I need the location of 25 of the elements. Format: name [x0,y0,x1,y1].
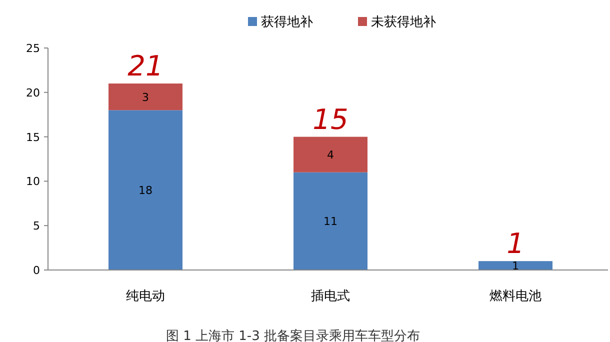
y-tick-label: 10 [26,175,40,188]
y-tick-label: 20 [26,86,40,100]
bar [294,136,368,172]
x-tick-label: 纯电动 [126,289,165,304]
x-tick-label: 燃料电池 [490,289,542,304]
y-tick-label: 5 [33,220,40,233]
y-tick-label: 0 [33,264,40,277]
x-tick-label: 插电式 [311,289,350,304]
y-tick-label: 15 [26,130,40,144]
data-label: 3 [142,90,149,104]
data-label: 4 [327,148,334,162]
data-label: 11 [324,215,338,228]
total-label: 21 [128,50,164,83]
legend-label: 未获得地补 [371,15,436,30]
text: 图 1 上海市 1-3 批备案目录乘用车车型分布 [166,328,420,342]
total-label: 15 [312,102,348,136]
y-tick-label: 25 [26,42,40,55]
total-label: 1 [506,227,524,260]
data-label: 1 [512,260,519,273]
legend-label: 获得地补 [261,15,313,30]
data-label: 18 [138,184,152,198]
bar [478,261,552,270]
bar [108,110,182,270]
bar [108,84,182,110]
bar [294,172,368,270]
